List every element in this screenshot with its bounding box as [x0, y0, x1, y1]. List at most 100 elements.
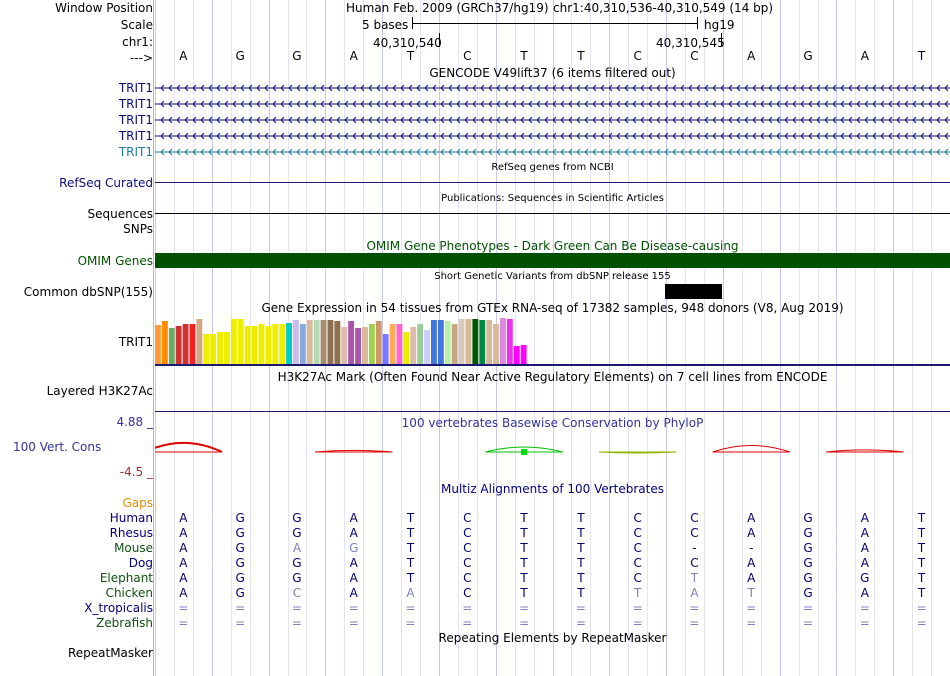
gtex-tissue-bar: [472, 319, 479, 364]
alignment-base: T: [406, 511, 415, 525]
strand-chevron: [912, 132, 917, 140]
strand-chevron: [504, 84, 509, 92]
gencode-transcript-label[interactable]: TRIT1: [118, 113, 153, 127]
alignment-base: T: [634, 586, 642, 600]
phylop-chart[interactable]: [155, 430, 950, 470]
alignment-base: =: [632, 601, 643, 615]
strand-chevron: [648, 100, 653, 108]
strand-chevron: [544, 84, 549, 92]
gencode-transcript-line[interactable]: [155, 114, 950, 126]
alignment-base: G: [292, 556, 302, 570]
strand-chevron: [248, 84, 253, 92]
publications-title[interactable]: Publications: Sequences in Scientific Ar…: [441, 193, 664, 204]
alignment-base: A: [179, 571, 188, 585]
species-label[interactable]: Elephant: [99, 571, 153, 585]
gencode-transcript-line[interactable]: [155, 98, 950, 110]
refseq-label[interactable]: RefSeq Curated: [59, 176, 153, 190]
strand-chevron: [816, 132, 821, 140]
strand-chevron: [824, 132, 829, 140]
h3k27ac-title[interactable]: H3K27Ac Mark (Often Found Near Active Re…: [277, 370, 828, 384]
gtex-tissue-bar: [251, 326, 258, 364]
strand-arrow-label[interactable]: --->: [129, 51, 153, 65]
refseq-title[interactable]: RefSeq genes from NCBI: [491, 162, 614, 173]
strand-chevron: [544, 148, 549, 156]
gencode-transcript-label[interactable]: TRIT1: [118, 81, 153, 95]
strand-chevron: [552, 116, 557, 124]
dbsnp-variant[interactable]: [665, 284, 722, 299]
gtex-title[interactable]: Gene Expression in 54 tissues from GTEx …: [261, 301, 844, 315]
gencode-transcript-line[interactable]: [155, 82, 950, 94]
gencode-transcript-line[interactable]: [155, 130, 950, 142]
strand-chevron: [464, 100, 469, 108]
gtex-label[interactable]: TRIT1: [118, 335, 153, 349]
dbsnp-label[interactable]: Common dbSNP(155): [23, 285, 153, 299]
species-label[interactable]: Dog: [128, 556, 153, 570]
omim-title[interactable]: OMIM Gene Phenotypes - Dark Green Can Be…: [366, 239, 739, 253]
alignment-base: G: [235, 541, 245, 555]
h3k27ac-label[interactable]: Layered H3K27Ac: [46, 384, 153, 398]
strand-chevron: [472, 132, 477, 140]
strand-chevron: [168, 84, 173, 92]
gaps-label[interactable]: Gaps: [122, 496, 153, 510]
refseq-gene-line[interactable]: [155, 182, 950, 183]
publications-line[interactable]: [155, 213, 950, 214]
alignment-base: G: [292, 526, 302, 540]
strand-chevron: [328, 116, 333, 124]
snps-label[interactable]: SNPs: [123, 222, 153, 236]
repeatmasker-label[interactable]: RepeatMasker: [67, 646, 153, 660]
strand-chevron: [736, 132, 741, 140]
publications-label[interactable]: Sequences: [87, 207, 153, 221]
ruler-base: C: [463, 49, 472, 63]
strand-chevron: [496, 100, 501, 108]
alignment-base: =: [746, 616, 757, 630]
alignment-base: T: [577, 526, 585, 540]
gtex-expression-chart[interactable]: [155, 316, 535, 364]
strand-chevron: [880, 132, 885, 140]
strand-chevron: [312, 132, 317, 140]
strand-chevron: [768, 148, 773, 156]
strand-chevron: [432, 116, 437, 124]
gencode-transcript-label[interactable]: TRIT1: [118, 129, 153, 143]
strand-chevron: [256, 100, 261, 108]
repeatmasker-title[interactable]: Repeating Elements by RepeatMasker: [438, 631, 667, 645]
strand-chevron: [832, 148, 837, 156]
multiz-title[interactable]: Multiz Alignments of 100 Vertebrates: [440, 482, 665, 496]
species-label[interactable]: X_tropicalis: [84, 601, 153, 615]
strand-chevron: [504, 148, 509, 156]
strand-chevron: [472, 100, 477, 108]
species-label[interactable]: Chicken: [105, 586, 153, 600]
strand-chevron: [424, 100, 429, 108]
species-label[interactable]: Zebrafish: [96, 616, 153, 630]
strand-chevron: [896, 148, 901, 156]
strand-chevron: [232, 84, 237, 92]
strand-chevron: [888, 116, 893, 124]
strand-chevron: [824, 100, 829, 108]
alignment-base: T: [917, 541, 926, 555]
strand-chevron: [504, 132, 509, 140]
alignment-base: A: [747, 526, 756, 540]
phylop-title[interactable]: 100 vertebrates Basewise Conservation by…: [401, 416, 704, 430]
strand-chevron: [824, 116, 829, 124]
strand-chevron: [320, 84, 325, 92]
species-label[interactable]: Human: [109, 511, 153, 525]
dbsnp-title[interactable]: Short Genetic Variants from dbSNP releas…: [434, 271, 671, 282]
gtex-tissue-bar: [437, 320, 444, 364]
strand-chevron: [520, 100, 525, 108]
omim-gene-bar[interactable]: [155, 253, 950, 268]
species-label[interactable]: Rhesus: [109, 526, 153, 540]
phylop-label[interactable]: 100 Vert. Cons: [13, 440, 102, 454]
strand-chevron: [184, 148, 189, 156]
strand-chevron: [856, 148, 861, 156]
phylop-max: 4.88 _: [116, 415, 153, 429]
species-label[interactable]: Mouse: [114, 541, 153, 555]
strand-chevron: [240, 116, 245, 124]
strand-chevron: [584, 148, 589, 156]
omim-label[interactable]: OMIM Genes: [77, 254, 153, 268]
ruler-base: G: [292, 49, 302, 63]
strand-chevron: [304, 100, 309, 108]
gencode-transcript-line[interactable]: [155, 146, 950, 158]
gencode-transcript-label[interactable]: TRIT1: [118, 97, 153, 111]
strand-chevron: [624, 116, 629, 124]
gencode-transcript-label[interactable]: TRIT1: [118, 145, 153, 159]
gencode-title[interactable]: GENCODE V49lift37 (6 items filtered out): [429, 66, 676, 80]
